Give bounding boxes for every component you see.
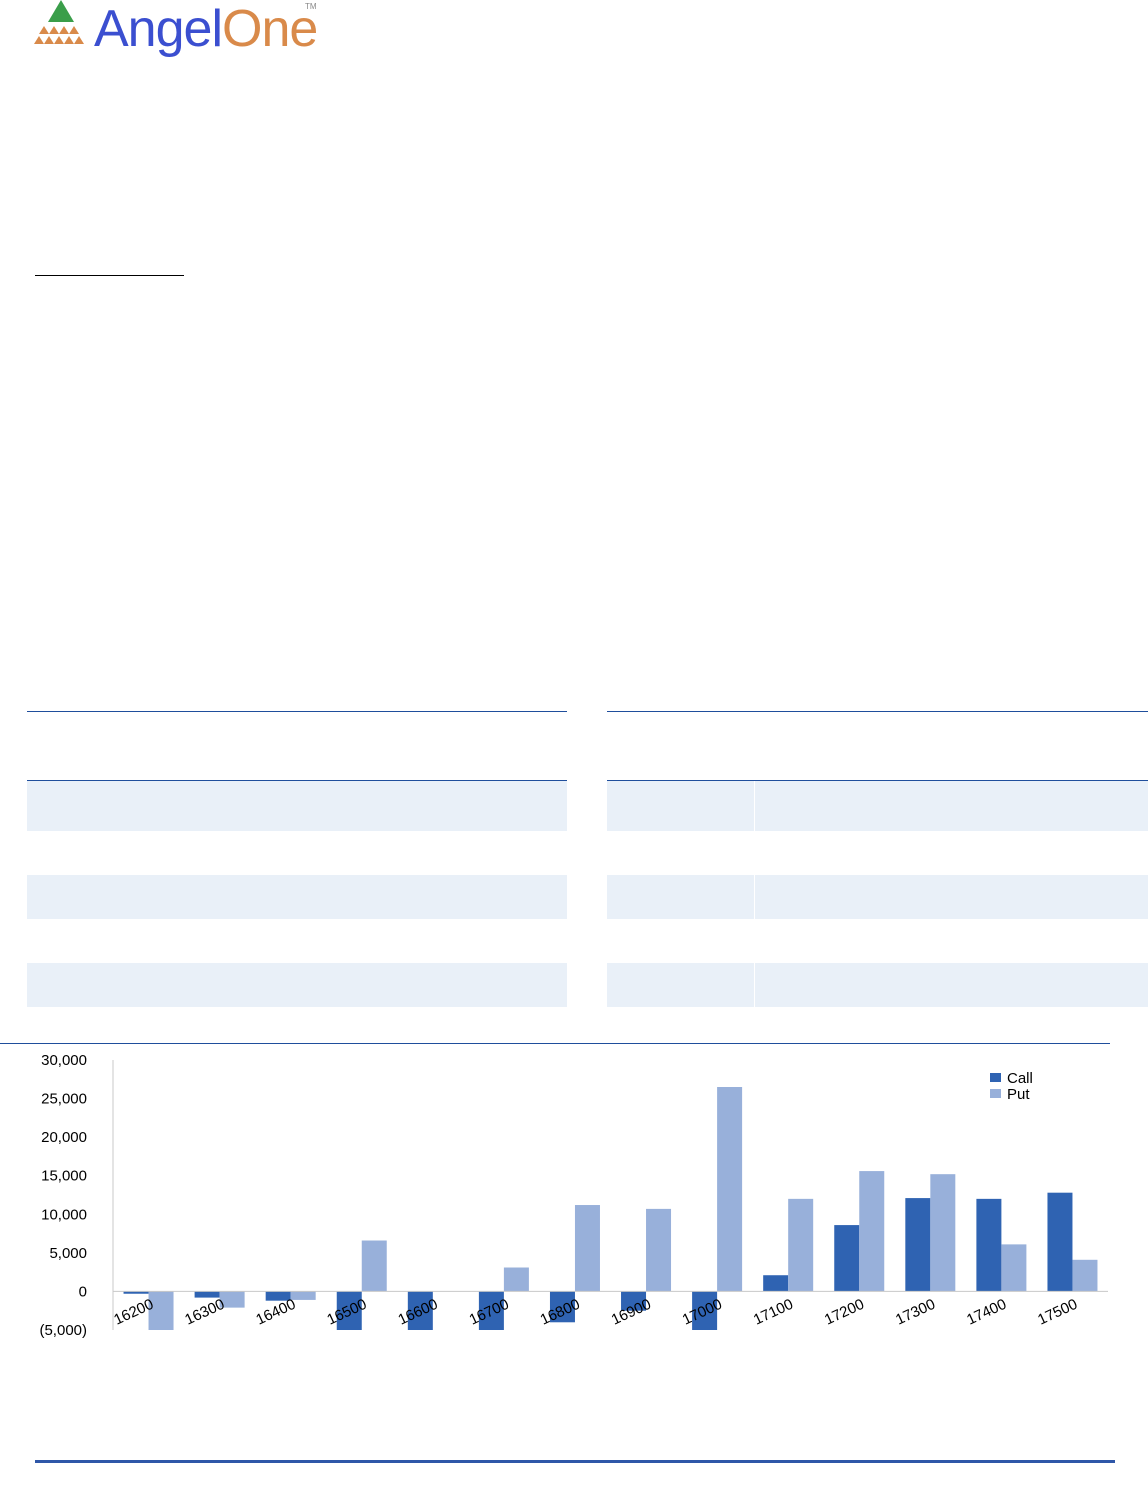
chart-top-rule xyxy=(0,1043,1110,1044)
bar-put-16700 xyxy=(503,1267,529,1292)
x-tick-label: 17100 xyxy=(751,1296,796,1329)
legend-label-call: Call xyxy=(1007,1070,1033,1087)
trademark-mark: TM xyxy=(305,2,317,11)
x-tick-label: 17300 xyxy=(893,1296,938,1329)
legend-swatch-put xyxy=(990,1089,1001,1098)
bar-put-16900 xyxy=(646,1208,672,1292)
brand-name-one: One xyxy=(222,0,318,58)
bar-put-16200 xyxy=(148,1291,174,1330)
x-tick-label: 17500 xyxy=(1035,1296,1080,1329)
y-axis-ticks: 30,000 25,000 20,000 15,000 10,000 5,000 0 (5,0… xyxy=(39,1052,87,1339)
angelone-logo: AngelOne TM xyxy=(34,0,334,62)
bar-call-16600 xyxy=(407,1291,433,1330)
bar-call-16400 xyxy=(265,1291,291,1301)
y-tick-label: 0 xyxy=(79,1283,87,1300)
bar-put-17500 xyxy=(1072,1259,1098,1292)
angelone-logo-mark xyxy=(34,0,84,44)
bar-put-17400 xyxy=(1001,1244,1027,1292)
section-underline xyxy=(35,275,184,276)
table-header-rule xyxy=(607,780,1148,781)
bar-call-17100 xyxy=(763,1275,789,1292)
bar-call-16300 xyxy=(194,1291,220,1298)
x-tick-label: 16300 xyxy=(182,1296,227,1329)
bar-put-16500 xyxy=(361,1240,387,1292)
bar-call-17200 xyxy=(834,1225,860,1292)
bar-call-17500 xyxy=(1047,1192,1073,1292)
bar-call-16500 xyxy=(336,1291,362,1330)
bar-put-17200 xyxy=(859,1171,885,1292)
bar-put-17100 xyxy=(788,1198,814,1292)
bar-call-16200 xyxy=(123,1291,149,1294)
legend-label-put: Put xyxy=(1007,1086,1030,1103)
y-tick-label: 25,000 xyxy=(41,1091,87,1108)
bar-put-16800 xyxy=(574,1205,600,1292)
bar-call-16800 xyxy=(549,1291,575,1323)
table-top-rule xyxy=(27,711,567,712)
y-tick-label: (5,000) xyxy=(39,1322,87,1339)
bar-call-16900 xyxy=(621,1291,647,1311)
right-table xyxy=(607,711,1148,1011)
x-axis-ticks: 16200 16300 16400 16500 16600 16700 16800 16900… xyxy=(111,1296,1080,1329)
bar-call-17400 xyxy=(976,1198,1002,1292)
x-tick-label: 17400 xyxy=(964,1296,1009,1329)
legend-swatch-call xyxy=(990,1073,1001,1082)
left-table xyxy=(27,711,567,1011)
table-row xyxy=(607,875,1148,919)
legend: Call Put xyxy=(990,1070,1033,1103)
brand-wordmark: AngelOne xyxy=(94,0,318,58)
column-divider xyxy=(754,781,755,1007)
table-header-rule xyxy=(27,780,567,781)
table-top-rule xyxy=(607,711,1148,712)
bar-call-16700 xyxy=(478,1291,504,1330)
bar-put-17300 xyxy=(930,1174,956,1292)
table-row xyxy=(607,963,1148,1007)
x-tick-label: 17200 xyxy=(822,1296,867,1329)
bars xyxy=(123,1087,1098,1330)
bar-put-16400 xyxy=(290,1291,316,1300)
bar-call-17300 xyxy=(905,1198,931,1292)
y-tick-label: 10,000 xyxy=(41,1206,87,1223)
y-tick-label: 30,000 xyxy=(41,1052,87,1069)
table-row xyxy=(27,875,567,919)
bar-put-16300 xyxy=(219,1291,245,1308)
bar-put-17000 xyxy=(717,1087,743,1292)
brand-name-angel: Angel xyxy=(94,0,223,58)
y-tick-label: 15,000 xyxy=(41,1168,87,1185)
y-tick-label: 5,000 xyxy=(49,1245,87,1262)
call-put-oi-change-chart: 30,000 25,000 20,000 15,000 10,000 5,000 0 (5,0… xyxy=(39,1052,1108,1339)
bar-call-17000 xyxy=(692,1291,718,1330)
table-row xyxy=(607,781,1148,831)
table-row xyxy=(27,781,567,831)
footer-rule xyxy=(35,1460,1115,1463)
table-row xyxy=(27,963,567,1007)
y-tick-label: 20,000 xyxy=(41,1129,87,1146)
